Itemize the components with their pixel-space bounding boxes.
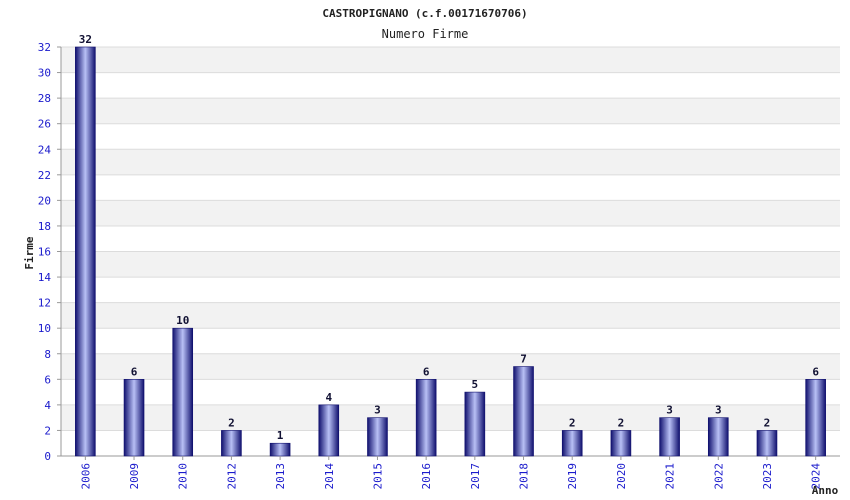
y-tick-label: 18 <box>38 220 51 233</box>
x-tick-label: 2015 <box>371 463 384 490</box>
grid-band <box>61 72 840 99</box>
x-axis-label: Anno <box>812 484 839 497</box>
y-tick-label: 28 <box>38 92 51 105</box>
x-tick-label: 2022 <box>712 463 725 490</box>
bar-2013 <box>269 442 291 457</box>
data-label-2012: 2 <box>228 416 235 429</box>
bar-2020 <box>610 430 632 457</box>
x-tick-label: 2019 <box>566 463 579 490</box>
grid-band <box>61 225 840 252</box>
chart-subtitle: Numero Firme <box>382 27 469 41</box>
bar-2015 <box>367 417 388 457</box>
grid-band <box>61 200 840 226</box>
bar-2017 <box>464 391 486 457</box>
data-label-2016: 6 <box>423 365 430 378</box>
bar-2022 <box>707 417 729 457</box>
data-label-2020: 2 <box>618 416 625 429</box>
grid-band <box>61 251 840 278</box>
bar-2012 <box>221 430 242 457</box>
bar-2024 <box>805 379 826 457</box>
data-label-2009: 6 <box>131 365 138 378</box>
y-axis-label: Firme <box>23 236 36 269</box>
x-tick-label: 2013 <box>274 463 287 490</box>
y-tick-label: 6 <box>44 373 51 386</box>
x-tick-label: 2010 <box>177 463 190 490</box>
x-tick-label: 2020 <box>615 463 628 490</box>
y-tick-label: 8 <box>44 348 51 361</box>
y-tick-label: 14 <box>38 271 52 284</box>
grid-band <box>61 98 840 124</box>
bar-2006 <box>75 46 96 457</box>
y-tick-label: 12 <box>38 297 51 310</box>
x-tick-label: 2016 <box>420 463 433 490</box>
x-tick-label: 2021 <box>664 463 677 490</box>
y-tick-label: 4 <box>44 399 51 412</box>
x-tick-label: 2024 <box>810 463 823 490</box>
bars <box>75 46 826 457</box>
x-tick-label: 2012 <box>225 463 238 490</box>
x-tick-label: 2009 <box>128 463 141 490</box>
y-tick-label: 2 <box>44 424 51 437</box>
y-tick-label: 0 <box>44 450 51 463</box>
chart-title: CASTROPIGNANO (c.f.00171670706) <box>322 7 527 20</box>
data-label-2024: 6 <box>812 365 819 378</box>
bar-2009 <box>123 379 145 457</box>
x-tick-label: 2017 <box>469 463 482 490</box>
y-tick-label: 32 <box>38 41 51 54</box>
grid-band <box>61 123 840 150</box>
bar-2019 <box>561 430 583 457</box>
data-label-2015: 3 <box>374 404 381 417</box>
grid-band <box>61 302 840 329</box>
grid-band <box>61 277 840 303</box>
x-tick-label: 2006 <box>79 463 92 490</box>
data-label-2013: 1 <box>277 429 284 442</box>
y-tick-label: 24 <box>38 143 52 156</box>
grid-band <box>61 174 840 201</box>
bar-2018 <box>513 366 534 457</box>
y-tick-label: 20 <box>38 194 51 207</box>
data-label-2006: 32 <box>79 33 92 46</box>
y-tick-label: 10 <box>38 322 51 335</box>
x-tick-label: 2014 <box>323 463 336 490</box>
bar-2016 <box>415 379 437 457</box>
bar-2023 <box>756 430 778 457</box>
data-label-2010: 10 <box>176 314 189 327</box>
bar-2014 <box>318 404 340 457</box>
x-tick-label: 2023 <box>761 463 774 490</box>
data-label-2022: 3 <box>715 404 722 417</box>
data-label-2017: 5 <box>472 378 479 391</box>
x-axis-ticks: 2006 2009 2010 2012 2013 2014 2015 2016 2017 2018… <box>79 456 823 490</box>
data-label-2018: 7 <box>520 353 527 366</box>
grid-band <box>61 149 840 175</box>
data-label-2014: 4 <box>325 391 332 404</box>
y-tick-label: 26 <box>38 118 51 131</box>
x-tick-label: 2018 <box>518 463 531 490</box>
bar-2021 <box>659 417 680 457</box>
y-tick-label: 16 <box>38 246 51 259</box>
y-tick-label: 22 <box>38 169 51 182</box>
data-label-2021: 3 <box>666 404 673 417</box>
y-tick-label: 30 <box>38 67 51 80</box>
data-label-2023: 2 <box>764 416 771 429</box>
data-label-2019: 2 <box>569 416 576 429</box>
grid-band <box>61 47 840 73</box>
bar-2010 <box>172 327 194 457</box>
